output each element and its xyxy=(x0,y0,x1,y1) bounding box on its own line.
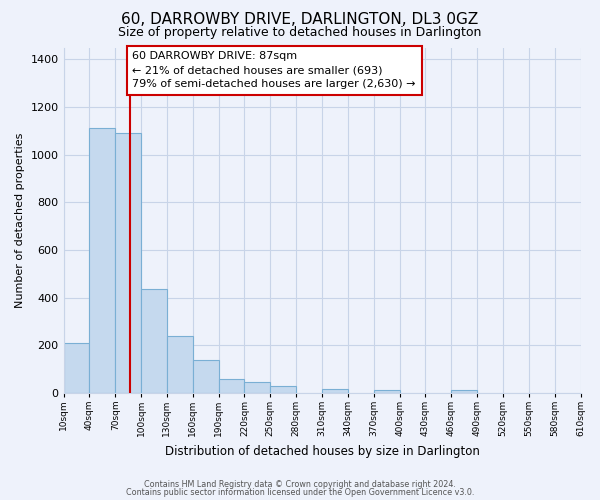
Bar xyxy=(451,390,477,393)
Text: 60 DARROWBY DRIVE: 87sqm
← 21% of detached houses are smaller (693)
79% of semi-: 60 DARROWBY DRIVE: 87sqm ← 21% of detach… xyxy=(133,51,416,89)
Bar xyxy=(218,378,244,393)
Bar xyxy=(115,133,141,393)
Bar xyxy=(193,360,218,393)
Bar xyxy=(322,390,348,393)
Text: Contains public sector information licensed under the Open Government Licence v3: Contains public sector information licen… xyxy=(126,488,474,497)
Text: Contains HM Land Registry data © Crown copyright and database right 2024.: Contains HM Land Registry data © Crown c… xyxy=(144,480,456,489)
Bar xyxy=(89,128,115,393)
Text: Size of property relative to detached houses in Darlington: Size of property relative to detached ho… xyxy=(118,26,482,39)
Bar xyxy=(244,382,271,393)
Text: 60, DARROWBY DRIVE, DARLINGTON, DL3 0GZ: 60, DARROWBY DRIVE, DARLINGTON, DL3 0GZ xyxy=(121,12,479,28)
Bar xyxy=(167,336,193,393)
Bar xyxy=(271,386,296,393)
Bar xyxy=(64,343,89,393)
Y-axis label: Number of detached properties: Number of detached properties xyxy=(15,132,25,308)
Bar xyxy=(374,390,400,393)
Bar xyxy=(141,289,167,393)
X-axis label: Distribution of detached houses by size in Darlington: Distribution of detached houses by size … xyxy=(164,444,479,458)
